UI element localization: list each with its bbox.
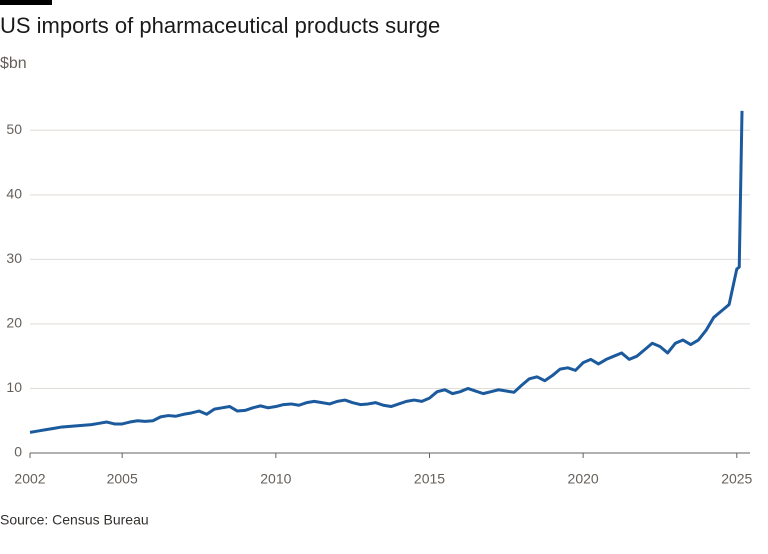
y-tick-label: 50 bbox=[6, 121, 22, 137]
brand-bar bbox=[0, 0, 52, 5]
source: Source: Census Bureau bbox=[0, 512, 149, 528]
unit-label: $bn bbox=[0, 55, 27, 72]
x-tick-label: 2002 bbox=[14, 471, 45, 487]
y-tick-label: 20 bbox=[6, 315, 22, 331]
y-tick-label: 0 bbox=[14, 444, 22, 460]
y-tick-label: 30 bbox=[6, 250, 22, 266]
data-line bbox=[29, 110, 744, 434]
x-tick-label: 2010 bbox=[260, 471, 291, 487]
x-tick-label: 2005 bbox=[107, 471, 138, 487]
x-tick-label: 2015 bbox=[414, 471, 445, 487]
x-tick-label: 2025 bbox=[721, 471, 752, 487]
x-tick-label: 2020 bbox=[568, 471, 599, 487]
chart-title: US imports of pharmaceutical products su… bbox=[0, 13, 440, 38]
y-tick-label: 10 bbox=[6, 379, 22, 395]
y-tick-label: 40 bbox=[6, 186, 22, 202]
